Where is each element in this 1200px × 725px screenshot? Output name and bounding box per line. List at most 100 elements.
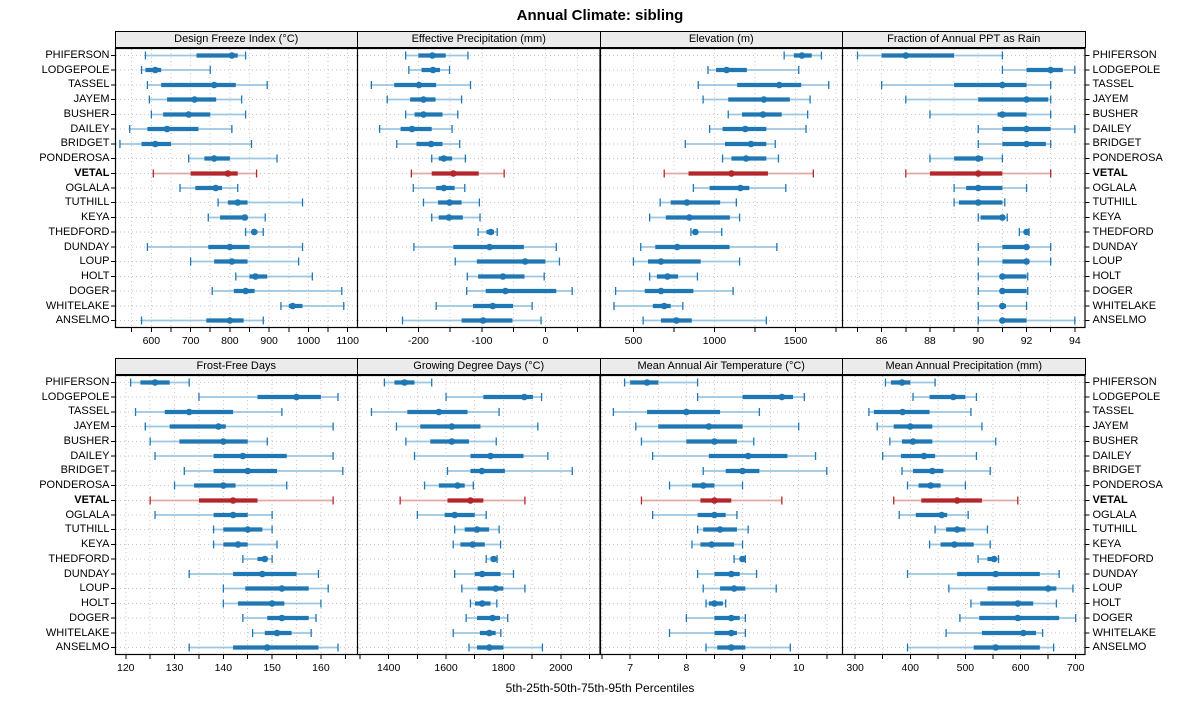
median-dot [258, 570, 266, 578]
axis-tick-label: 0 [543, 335, 549, 347]
median-dot [738, 555, 746, 563]
station-row-tassel [370, 81, 472, 89]
median-dot [742, 155, 749, 162]
median-dot [747, 140, 754, 148]
median-dot [999, 287, 1006, 295]
axis-tick-label: -200 [408, 335, 429, 347]
station-row-tuthill [216, 198, 303, 207]
panel-plot: 1400 1600 1800 2000 [356, 374, 601, 674]
median-dot [707, 541, 715, 548]
station-row-keya [648, 213, 740, 222]
station-label: DUNDAY [1092, 567, 1139, 580]
station-row-phiferson [405, 51, 469, 60]
median-dot [486, 629, 493, 637]
station-row-doger [241, 614, 317, 622]
median-dot [210, 155, 217, 162]
median-dot [226, 243, 233, 251]
axis-tick-label: 900 [260, 335, 278, 347]
axis-tick-label: 1100 [336, 335, 359, 347]
station-row-bridget [702, 467, 827, 475]
station-row-dunday [696, 570, 757, 578]
station-label: PONDEROSA [1092, 152, 1163, 165]
station-label: HOLT [1092, 270, 1122, 283]
station-row-doger [614, 287, 734, 295]
axis-tick-label: 9 [739, 662, 745, 674]
panel-plot: 120 130 140 150 160 [110, 374, 359, 674]
panels-row-bottom: Frost-Free Days 120 130 140 150 160 Growing De… [110, 358, 1090, 675]
axis-tick-label: 1000 [296, 335, 320, 347]
axis-tick-label: 500 [957, 662, 975, 674]
median-dot [1014, 614, 1022, 622]
median-dot [992, 570, 1000, 578]
median-dot [445, 214, 453, 221]
panel-design-freeze-index-c: Design Freeze Index (°C) 600 700 800 900 1000… [110, 31, 359, 348]
station-row-whitelake [251, 629, 312, 637]
station-row-vetal [152, 169, 257, 178]
station-row-jayem [395, 422, 539, 431]
station-row-thedford [1018, 228, 1030, 236]
station-row-doger [466, 287, 573, 295]
median-dot [487, 452, 494, 460]
station-label: LOUP [1092, 255, 1123, 268]
median-dot [730, 585, 737, 592]
station-label: VETAL [1092, 166, 1128, 179]
median-dot [486, 243, 493, 251]
station-row-thedford [241, 555, 273, 563]
median-dot [657, 258, 664, 265]
median-dot [479, 317, 487, 324]
median-dot [448, 438, 456, 445]
median-dot [239, 452, 246, 460]
median-dot [261, 555, 268, 563]
median-dot [229, 497, 236, 504]
station-row-oglala [898, 511, 969, 519]
station-row-busher [889, 437, 997, 446]
panel-plot: 7 8 9 10 [599, 374, 844, 674]
station-row-phiferson [623, 378, 698, 387]
median-dot [435, 408, 443, 416]
station-labels-left: PHIFERSON LODGEPOLE TASSEL JAYEM BUSHER DAILE… [2, 358, 115, 675]
station-labels-right: PHIFERSON LODGEPOLE TASSEL JAYEM BUSHER DAILE… [1086, 31, 1199, 348]
station-row-lodgepole [706, 66, 799, 74]
station-row-dailey [378, 125, 453, 133]
panel-strip: Elevation (m) [599, 31, 843, 48]
station-label: VETAL [74, 493, 110, 506]
axis-tick-label: 1800 [492, 662, 516, 674]
axis-tick-label: 1600 [434, 662, 458, 674]
station-label: HOLT [80, 270, 110, 283]
station-row-anselmo [401, 316, 542, 325]
station-label: JAYEM [73, 93, 110, 106]
panel-elevation-m: Elevation (m) 500 1000 1500 [599, 31, 844, 348]
station-label: LOUP [79, 582, 110, 595]
station-row-dunday [906, 570, 1060, 578]
median-dot [710, 497, 718, 504]
station-row-oglala [153, 511, 273, 519]
station-row-holt [222, 599, 322, 608]
station-row-thedford [689, 228, 722, 236]
axis-tick-label: 92 [1021, 335, 1033, 347]
median-dot [727, 570, 735, 578]
station-label: VETAL [74, 166, 110, 179]
station-row-vetal [410, 169, 505, 178]
station-row-anselmo [140, 316, 264, 325]
median-dot [798, 52, 805, 59]
station-row-whitelake [977, 302, 1028, 310]
station-row-jayem [148, 95, 242, 104]
station-row-holt [466, 272, 545, 281]
station-row-dailey [651, 452, 816, 460]
panel-effective-precipitation-mm: Effective Precipitation (mm) -200 -100 0 [356, 31, 601, 348]
median-dot [469, 541, 477, 548]
axis-tick-label: 600 [142, 335, 160, 347]
panel-plot: 300 400 500 600 700 [841, 374, 1090, 674]
station-row-whitelake [452, 629, 502, 637]
axis-tick-label: 600 [1012, 662, 1030, 674]
station-row-busher [405, 437, 497, 446]
panel-border [841, 47, 1086, 329]
median-dot [1044, 585, 1052, 592]
panel-plot: 86 88 90 92 94 [841, 47, 1090, 347]
median-dot [251, 273, 259, 280]
station-row-phiferson [129, 378, 190, 387]
station-label: LOUP [79, 255, 110, 268]
median-dot [974, 199, 982, 206]
median-dot [992, 644, 1000, 651]
station-row-anselmo [704, 643, 791, 652]
